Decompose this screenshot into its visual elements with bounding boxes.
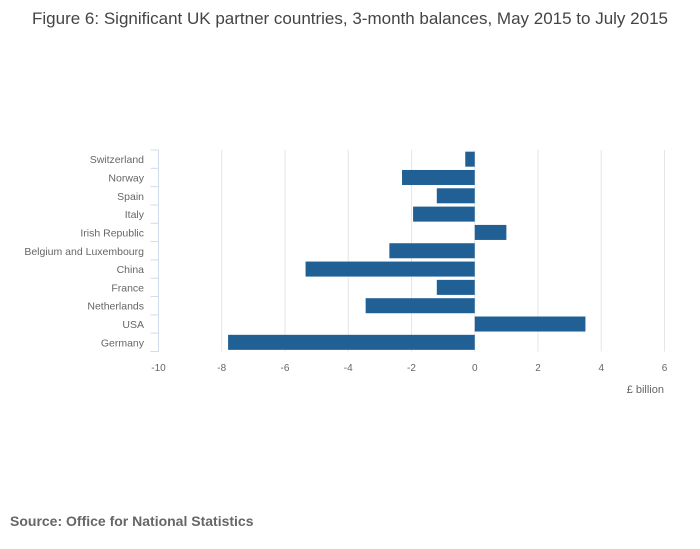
category-label: Switzerland <box>90 154 144 166</box>
x-axis-ticks: -10 -8 -6 -4 -2 0 2 4 6 <box>151 363 667 374</box>
chart-title: Figure 6: Significant UK partner countri… <box>32 9 668 28</box>
category-label: France <box>111 282 144 294</box>
bar <box>436 188 475 204</box>
x-tick-label: 4 <box>598 363 604 374</box>
x-tick-label: -10 <box>151 363 166 374</box>
category-label: Belgium and Luxembourg <box>24 246 144 258</box>
bars <box>228 151 586 350</box>
category-label: Germany <box>101 337 145 349</box>
x-tick-label: -6 <box>281 363 290 374</box>
category-label: Spain <box>117 191 144 203</box>
bar <box>474 316 586 332</box>
x-tick-label: -8 <box>217 363 226 374</box>
bar <box>389 243 475 259</box>
x-tick-label: 2 <box>535 363 541 374</box>
category-label: Italy <box>125 209 145 221</box>
bar <box>365 298 475 314</box>
x-axis-title: £ billion <box>627 384 664 396</box>
bar <box>228 334 475 350</box>
x-tick-label: 6 <box>662 363 668 374</box>
category-label: Netherlands <box>87 301 144 313</box>
category-labels: Switzerland Norway Spain Italy Irish Republi… <box>24 154 144 349</box>
category-label: Norway <box>108 172 144 184</box>
y-axis <box>150 149 159 352</box>
bar <box>305 261 475 277</box>
source-note: Source: Office for National Statistics <box>10 513 254 529</box>
x-tick-label: -4 <box>344 363 353 374</box>
category-label: USA <box>122 319 144 331</box>
category-label: China <box>117 264 145 276</box>
category-label: Irish Republic <box>80 227 144 239</box>
x-tick-label: 0 <box>472 363 478 374</box>
bar <box>474 224 507 240</box>
x-tick-label: -2 <box>407 363 416 374</box>
bar <box>465 151 475 167</box>
bar <box>436 279 475 295</box>
bar <box>402 169 475 185</box>
bar <box>413 206 475 222</box>
